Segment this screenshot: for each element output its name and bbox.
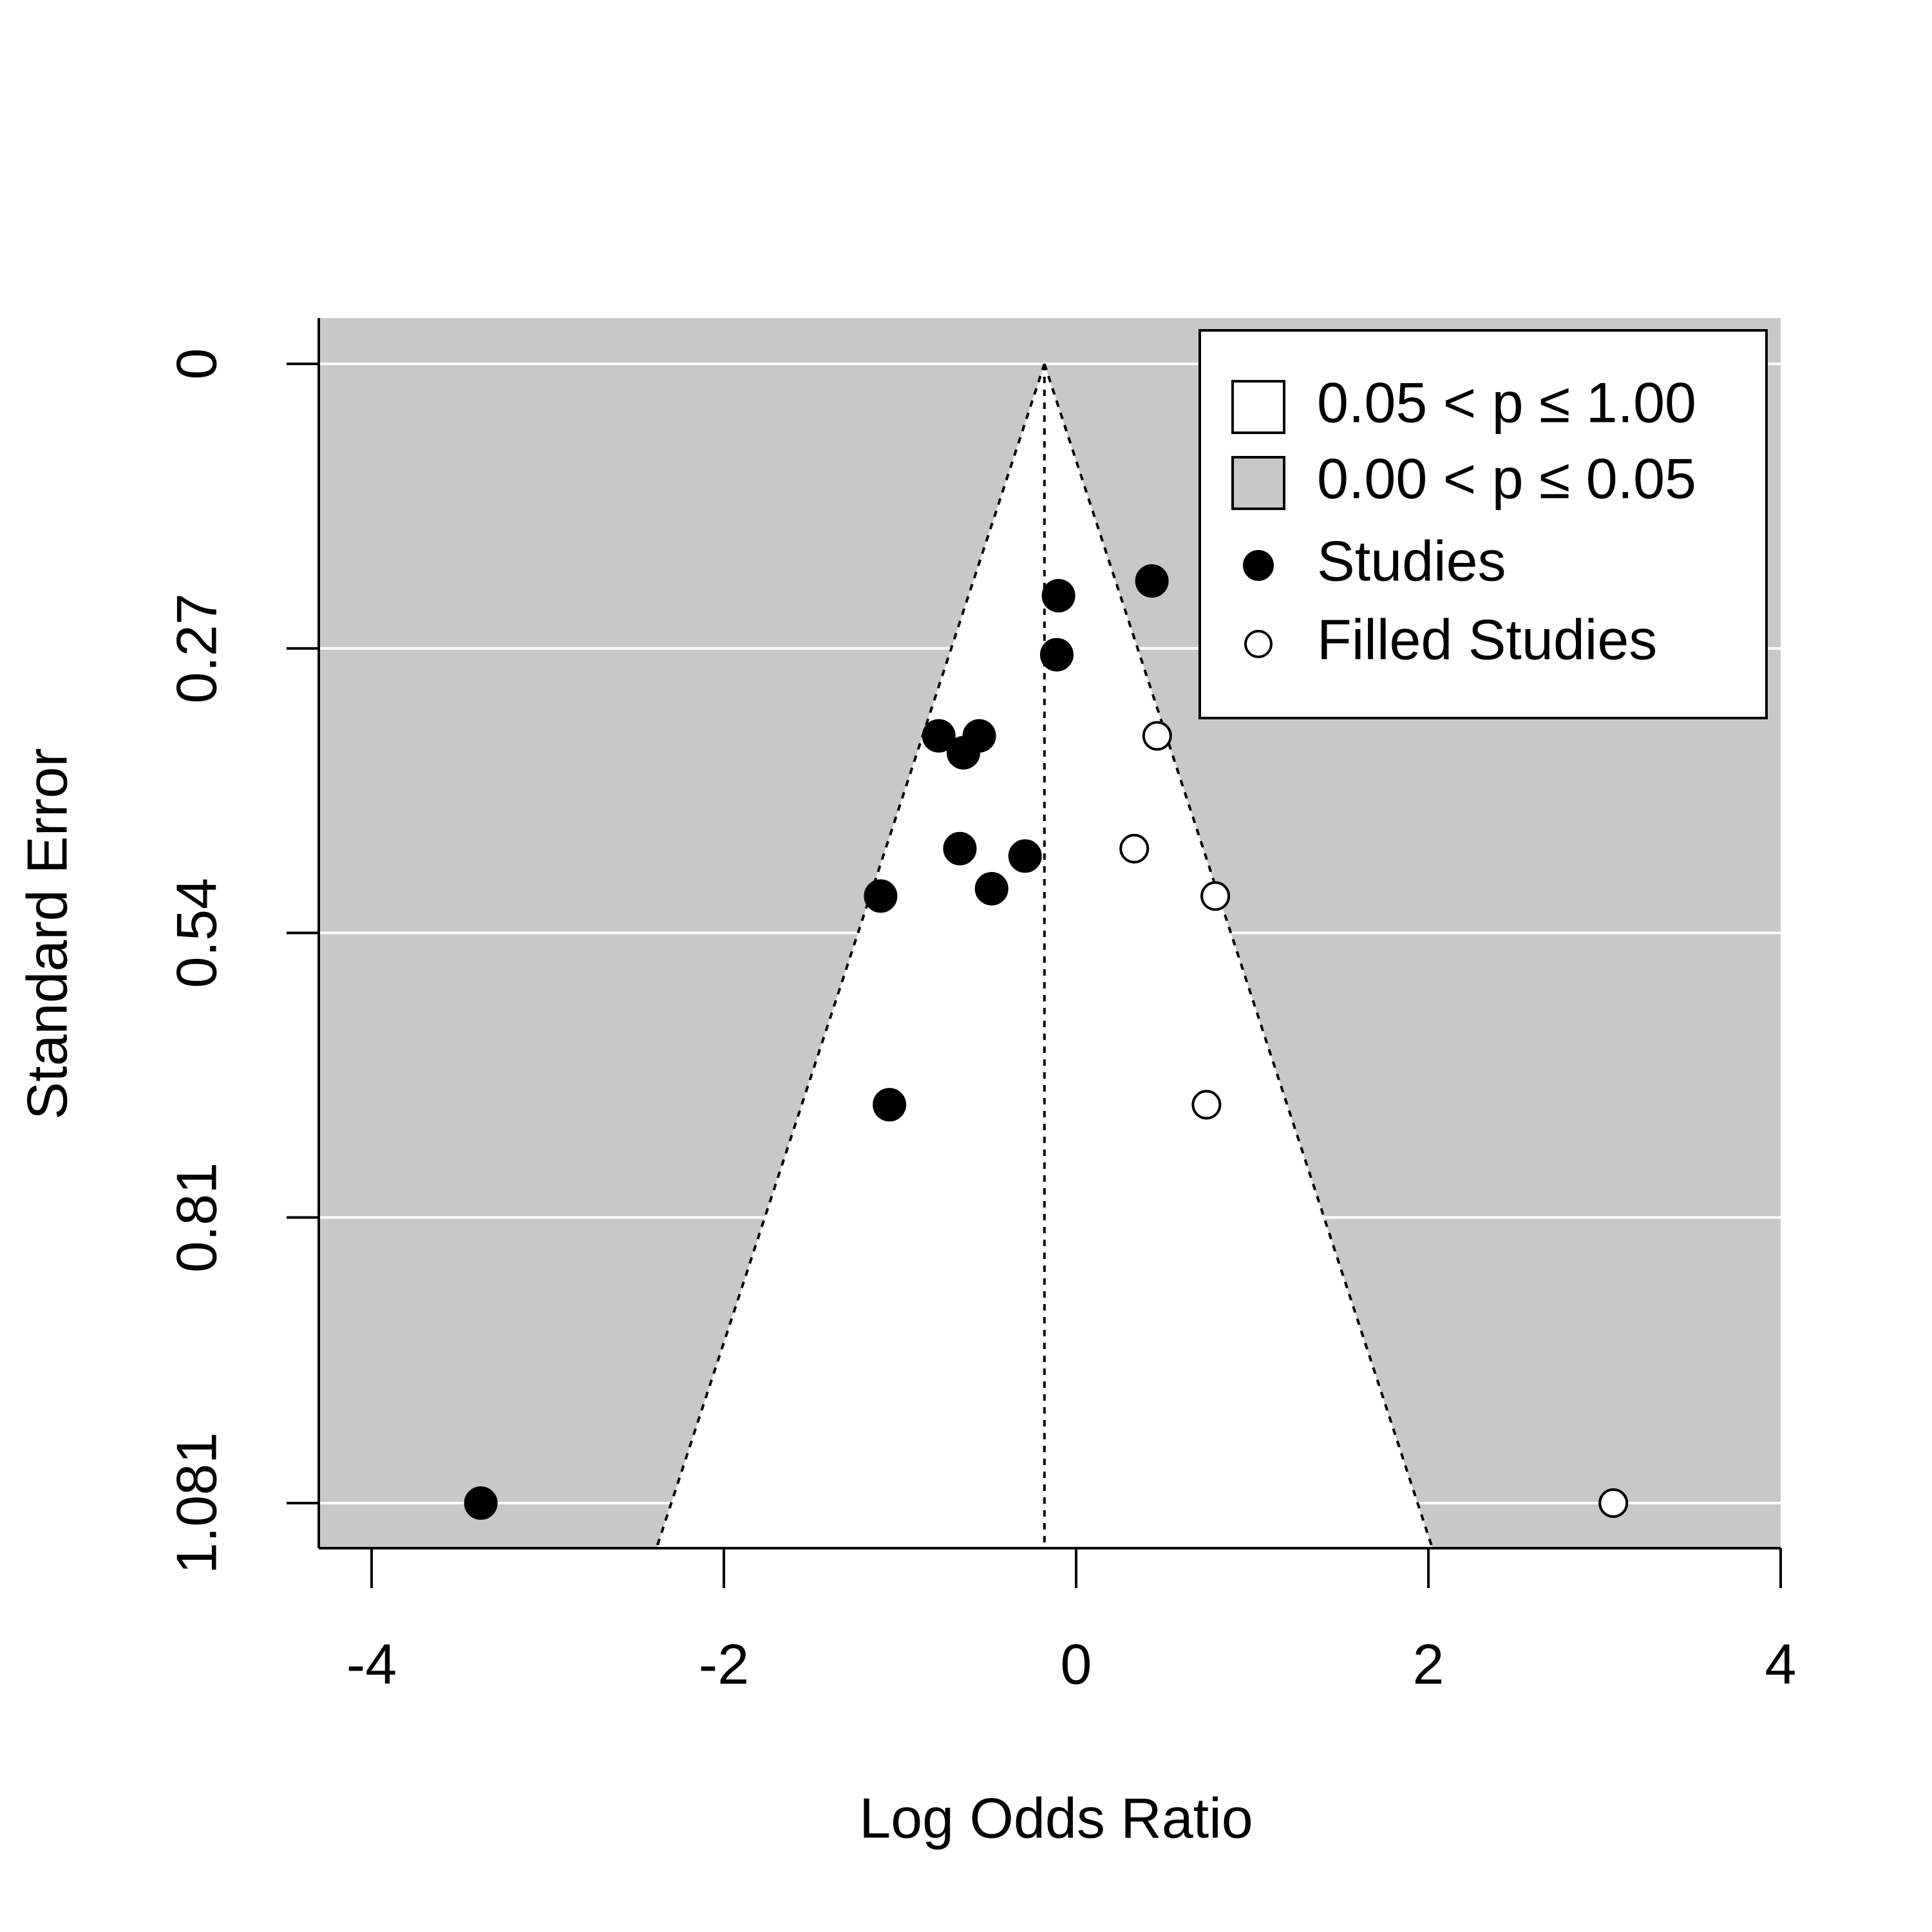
data-points (464, 564, 1629, 1520)
legend-swatch-0 (1231, 380, 1285, 434)
study-point-0 (1135, 564, 1169, 598)
filled-study-point-3 (1191, 1090, 1222, 1120)
funnel-right-limit (1043, 363, 1434, 1549)
study-point-10 (873, 1088, 907, 1122)
legend-label-0: 0.05 < p ≤ 1.00 (1317, 370, 1696, 434)
x-tick-label-2: 0 (1061, 1632, 1092, 1696)
filled-study-point-4 (1598, 1488, 1629, 1518)
x-tick-label-4: 4 (1765, 1632, 1797, 1696)
funnel-region (656, 364, 1433, 1548)
study-point-8 (974, 871, 1009, 905)
y-axis-title: Standard Error (15, 748, 79, 1119)
filled-study-point-1 (1119, 833, 1150, 864)
x-axis-title: Log Odds Ratio (859, 1786, 1253, 1850)
study-point-7 (1008, 839, 1042, 873)
legend-marker-3 (1244, 630, 1273, 658)
y-tick-label-0: 0 (164, 348, 228, 380)
study-point-1 (1041, 579, 1075, 613)
study-point-11 (464, 1486, 498, 1520)
study-point-5 (946, 735, 980, 770)
x-tick-label-3: 2 (1413, 1632, 1444, 1696)
funnel-left-limit (655, 363, 1046, 1549)
study-point-3 (922, 719, 956, 753)
funnel (655, 363, 1434, 1549)
legend: 0.05 < p ≤ 1.00 0.00 < p ≤ 0.05 Studies Fil… (1198, 329, 1768, 719)
legend-label-2: Studies (1317, 529, 1506, 592)
legend-label-1: 0.00 < p ≤ 0.05 (1317, 446, 1696, 510)
x-tick-label-0: -4 (346, 1632, 397, 1696)
legend-box (1198, 329, 1768, 719)
y-tick-label-1: 0.27 (164, 593, 228, 703)
legend-label-3: Filled Studies (1317, 607, 1657, 671)
y-tick-label-4: 1.081 (164, 1432, 228, 1574)
study-point-9 (864, 879, 898, 913)
filled-study-point-0 (1142, 721, 1172, 751)
y-tick-label-3: 0.81 (164, 1162, 228, 1273)
legend-swatch-1 (1231, 456, 1285, 510)
axes: 0 0.27 0.54 0.81 1.081 -4 -2 0 2 4 (164, 318, 1796, 1696)
filled-study-point-2 (1200, 881, 1231, 911)
study-point-2 (1039, 638, 1074, 672)
legend-marker-2 (1243, 550, 1274, 581)
study-point-6 (943, 831, 977, 866)
x-tick-label-1: -2 (699, 1632, 749, 1696)
y-tick-label-2: 0.54 (164, 878, 228, 988)
